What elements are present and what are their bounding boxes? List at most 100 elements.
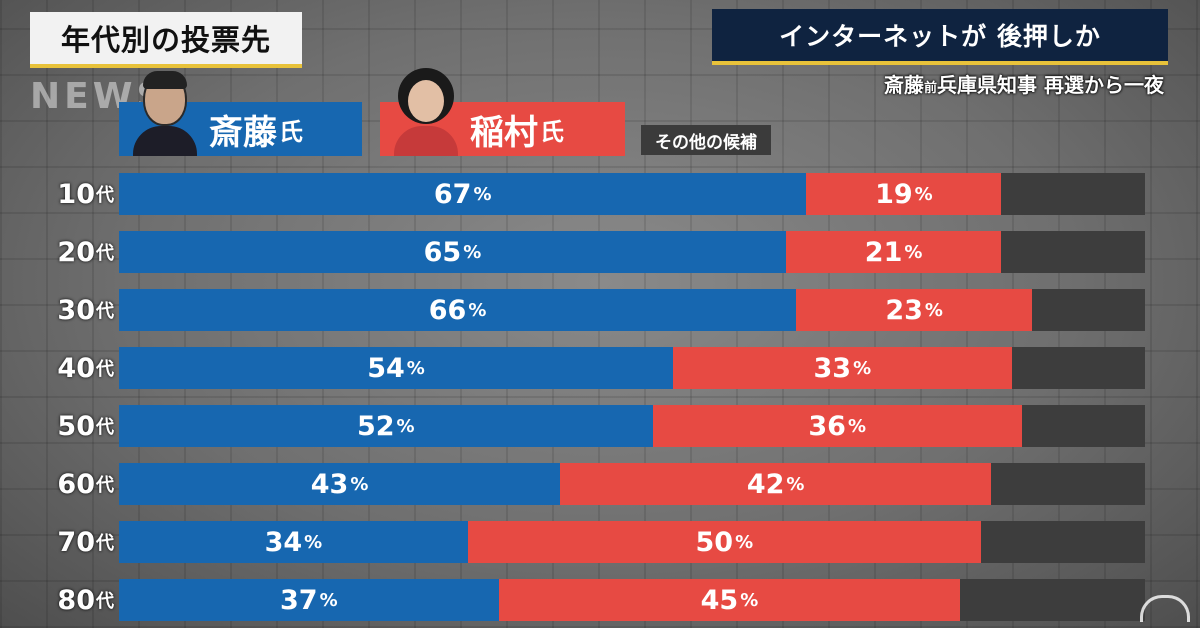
headline-banner: インターネットが 後押しか: [712, 9, 1168, 65]
bar-segment-candidate-b: 50%: [467, 521, 981, 563]
data-label: 21: [864, 236, 903, 268]
data-label-unit: %: [740, 589, 759, 611]
bar-segment-others: [1032, 289, 1145, 331]
bar-row: 66% 23%: [119, 289, 1145, 331]
bar-row: 54% 33%: [119, 347, 1145, 389]
age-label-number: 60: [57, 468, 95, 500]
bar-segment-candidate-a: 66%: [119, 289, 797, 331]
data-label: 66: [428, 294, 467, 326]
data-label-unit: %: [735, 531, 754, 553]
data-label-unit: %: [463, 241, 482, 263]
candidate-b-portrait: [380, 68, 458, 156]
data-label-unit: %: [914, 183, 933, 205]
bar-segment-candidate-a: 54%: [119, 347, 674, 389]
bar-segment-candidate-a: 52%: [119, 405, 653, 447]
bar-segment-candidate-a: 67%: [119, 173, 807, 215]
bar-segment-others: [960, 579, 1145, 621]
bar-segment-candidate-b: 42%: [560, 463, 992, 505]
data-label: 23: [885, 294, 923, 326]
data-label-unit: %: [396, 415, 415, 437]
data-label-unit: %: [853, 357, 872, 379]
legend-candidate-b: 稲村氏: [380, 68, 625, 156]
age-label-suffix: 代: [96, 475, 114, 496]
bar-segment-candidate-a: 34%: [119, 521, 468, 563]
candidate-b-suffix: 氏: [540, 117, 564, 146]
sub-headline: 斎藤前兵庫県知事 再選から一夜: [884, 69, 1164, 98]
data-label: 19: [875, 178, 913, 210]
age-label-suffix: 代: [96, 185, 114, 206]
age-label-number: 20: [57, 236, 95, 268]
chart-title: 年代別の投票先: [30, 12, 302, 68]
data-label: 42: [746, 468, 785, 500]
data-label-unit: %: [786, 473, 805, 495]
age-label: 50 代: [38, 405, 114, 447]
data-label: 43: [310, 468, 349, 500]
bar-segment-others: [1001, 231, 1145, 273]
bar-row: 52% 36%: [119, 405, 1145, 447]
data-label: 36: [808, 410, 846, 442]
age-label: 80 代: [38, 579, 114, 621]
age-label-number: 40: [57, 352, 95, 384]
age-label: 20 代: [38, 231, 114, 273]
data-label: 34: [264, 526, 303, 558]
age-label-suffix: 代: [96, 533, 114, 554]
data-label: 52: [356, 410, 395, 442]
data-label: 37: [279, 584, 318, 616]
data-label: 45: [700, 584, 739, 616]
age-label-suffix: 代: [96, 243, 114, 264]
age-label: 70 代: [38, 521, 114, 563]
bar-row: 65% 21%: [119, 231, 1145, 273]
age-label-suffix: 代: [96, 359, 114, 380]
age-label: 30 代: [38, 289, 114, 331]
bar-segment-candidate-b: 19%: [806, 173, 1002, 215]
data-label: 67: [433, 178, 472, 210]
channel-logo-icon: [1140, 595, 1190, 622]
legend-others: その他の候補: [641, 125, 771, 155]
age-label-number: 30: [57, 294, 95, 326]
sub-headline-name: 斎藤: [884, 73, 925, 97]
bar-segment-others: [1011, 347, 1145, 389]
age-label-number: 10: [57, 178, 95, 210]
candidate-a-suffix: 氏: [279, 117, 303, 146]
bar-row: 67% 19%: [119, 173, 1145, 215]
age-label-suffix: 代: [96, 301, 114, 322]
data-label-unit: %: [473, 183, 492, 205]
bar-segment-others: [991, 463, 1145, 505]
data-label-unit: %: [350, 473, 369, 495]
age-label-number: 80: [57, 584, 95, 616]
data-label: 50: [695, 526, 734, 558]
bar-segment-candidate-b: 36%: [652, 405, 1022, 447]
data-label: 54: [367, 352, 405, 384]
candidate-b-name: 稲村: [470, 112, 538, 153]
bar-segment-candidate-a: 37%: [119, 579, 499, 621]
bar-segment-candidate-a: 43%: [119, 463, 561, 505]
data-label-unit: %: [924, 299, 943, 321]
data-label: 65: [423, 236, 462, 268]
sub-headline-former: 前: [924, 81, 938, 96]
bar-row: 37% 45%: [119, 579, 1145, 621]
data-label-unit: %: [319, 589, 338, 611]
age-label-number: 50: [57, 410, 95, 442]
age-label-suffix: 代: [96, 417, 114, 438]
bar-segment-others: [1021, 405, 1145, 447]
data-label-unit: %: [904, 241, 923, 263]
data-label-unit: %: [304, 531, 323, 553]
sub-headline-rest: 兵庫県知事 再選から一夜: [937, 73, 1164, 97]
age-label-number: 70: [57, 526, 95, 558]
bar-row: 43% 42%: [119, 463, 1145, 505]
bar-row: 34% 50%: [119, 521, 1145, 563]
bar-segment-candidate-a: 65%: [119, 231, 786, 273]
data-label-unit: %: [468, 299, 487, 321]
data-label: 33: [813, 352, 852, 384]
legend-candidate-a: 斎藤氏: [119, 71, 362, 156]
bar-segment-candidate-b: 45%: [498, 579, 961, 621]
bar-segment-candidate-b: 21%: [785, 231, 1002, 273]
bar-segment-candidate-b: 23%: [796, 289, 1033, 331]
age-label: 10 代: [38, 173, 114, 215]
age-label: 40 代: [38, 347, 114, 389]
candidate-a-portrait: [119, 71, 197, 156]
age-label-suffix: 代: [96, 591, 114, 612]
age-label: 60 代: [38, 463, 114, 505]
bar-segment-others: [980, 521, 1145, 563]
bar-segment-candidate-b: 33%: [673, 347, 1012, 389]
